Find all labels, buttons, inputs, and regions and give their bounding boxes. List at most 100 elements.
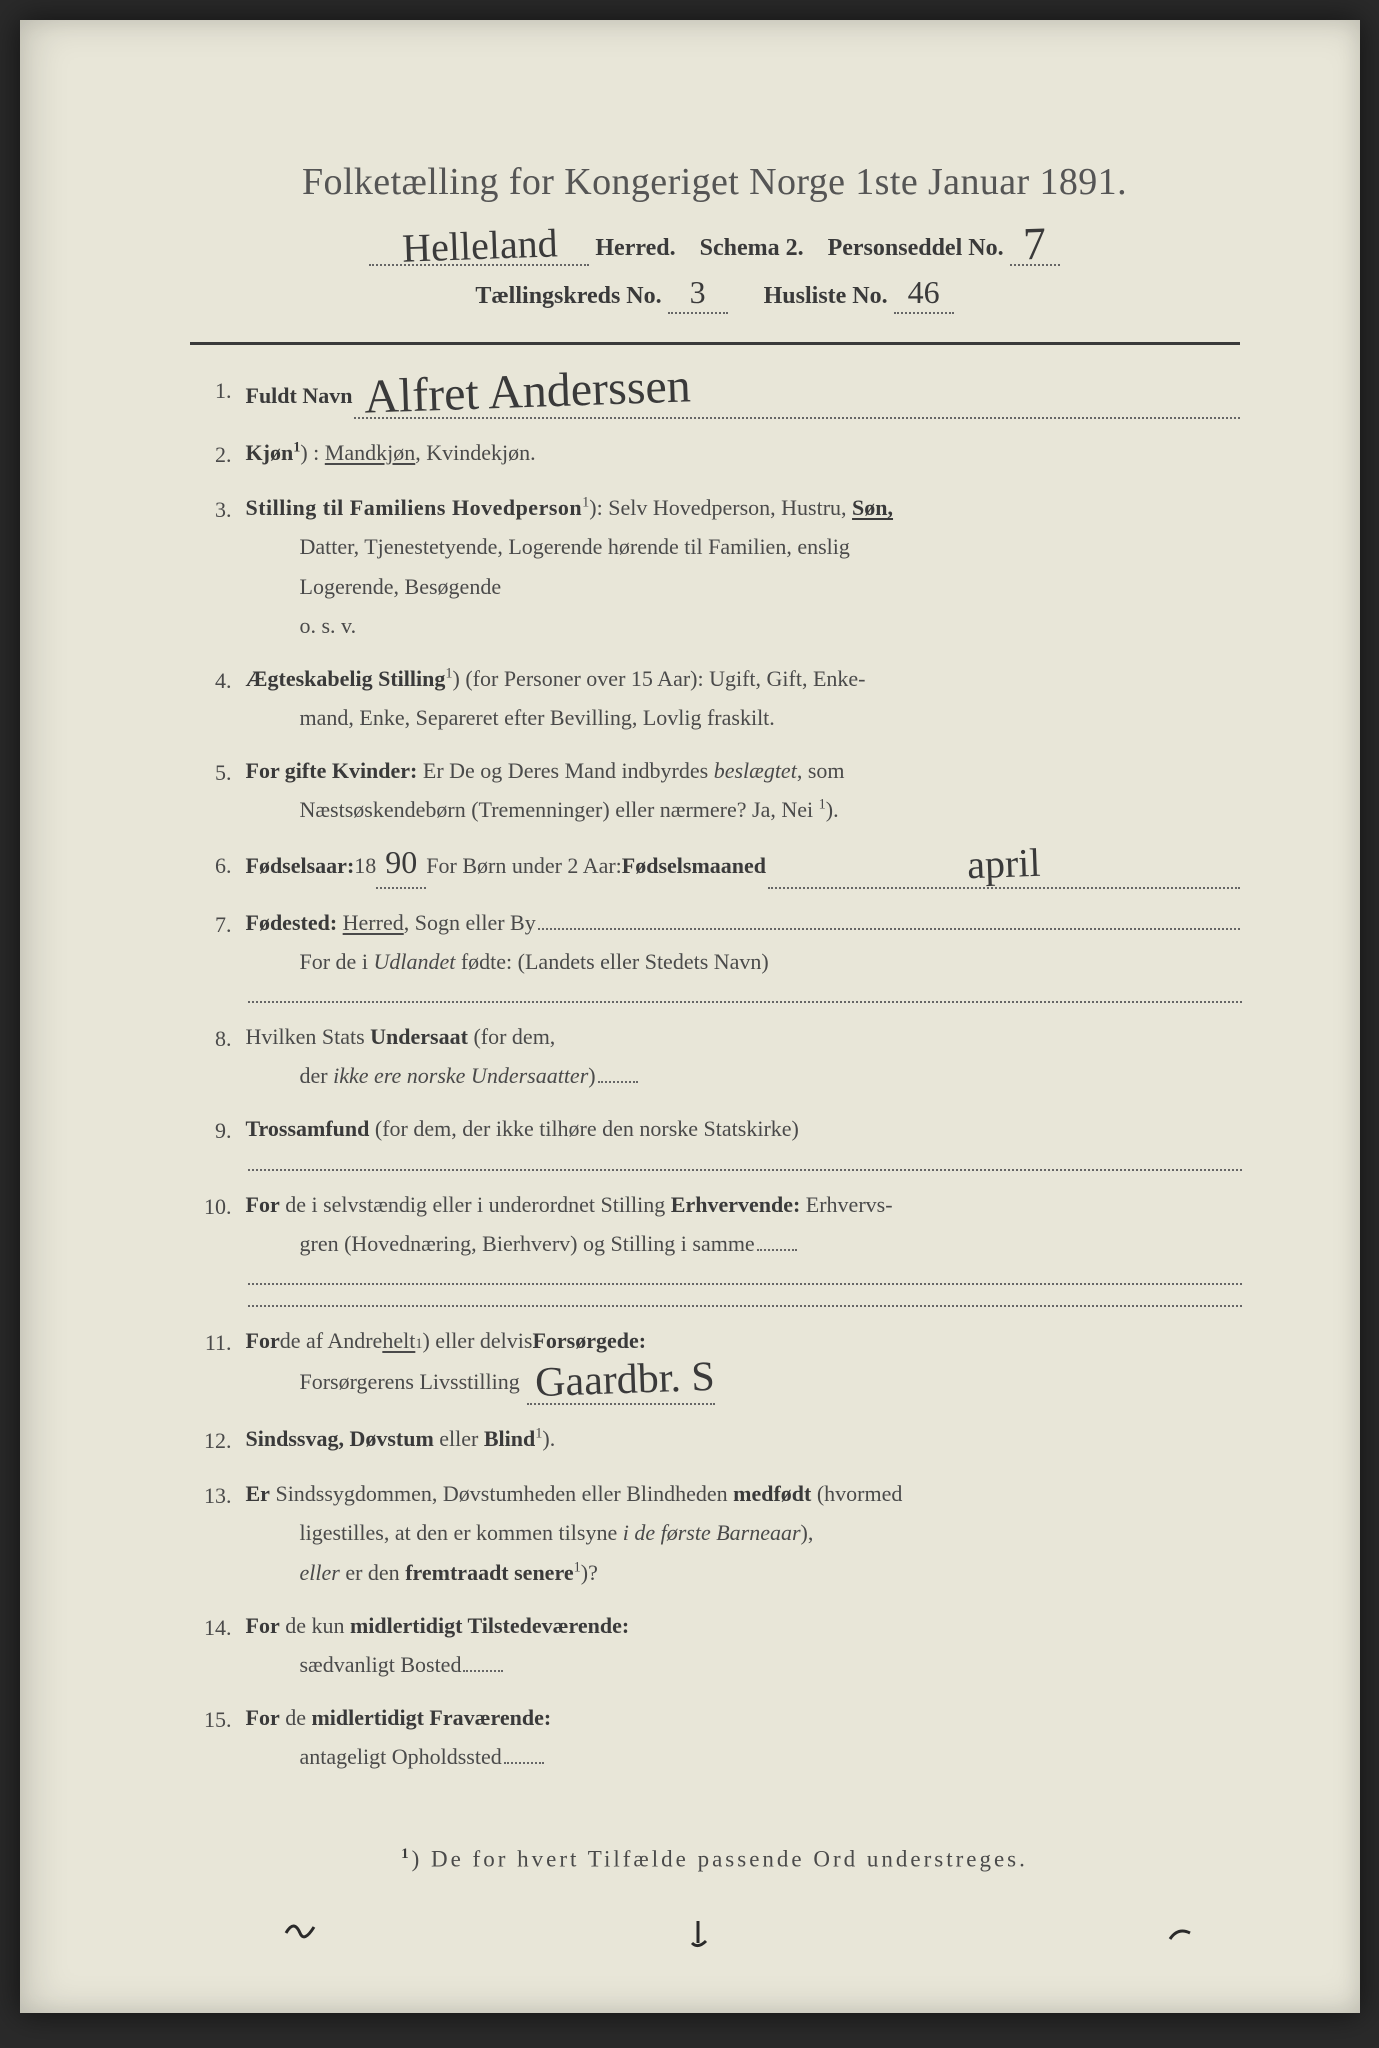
personseddel-no-handwritten: 7 xyxy=(1023,226,1047,264)
fullname-handwritten: Alfret Anderssen xyxy=(364,367,692,417)
form-title: Folketælling for Kongeriget Norge 1ste J… xyxy=(190,160,1240,204)
q15-line1b: de xyxy=(280,1705,312,1730)
q13-sup: 1 xyxy=(574,1559,581,1575)
question-14: 14. For de kun midlertidigt Tilstedevære… xyxy=(190,1606,1240,1684)
q13-line3d: )? xyxy=(581,1560,598,1585)
q10-line1c: Erhvervende: xyxy=(671,1192,801,1217)
q1-label: Fuldt Navn xyxy=(246,376,353,415)
question-6: 6. Fødselsaar: 18 90 For Børn under 2 Aar… xyxy=(190,844,1240,889)
schema-label: Schema 2. xyxy=(700,235,804,262)
taellingskreds-no-handwritten: 3 xyxy=(690,280,706,306)
q13-line2a: ligestilles, at den er kommen tilsyne xyxy=(300,1520,623,1545)
q7-label-b: , Sogn eller By xyxy=(404,903,536,942)
qnum-11: 11. xyxy=(190,1321,246,1362)
qnum-8: 8. xyxy=(190,1017,246,1058)
q14-line1b: de kun xyxy=(280,1613,350,1638)
qnum-9: 9. xyxy=(190,1109,246,1150)
footnote-text: ) De for hvert Tilfælde passende Ord und… xyxy=(412,1847,1028,1872)
qnum-2: 2. xyxy=(190,433,246,474)
q13-line1a: Er xyxy=(246,1481,270,1506)
qnum-13: 13. xyxy=(190,1474,246,1515)
q10-line2: gren (Hovednæring, Bierhverv) og Stillin… xyxy=(300,1231,755,1256)
q8-line2a: der xyxy=(300,1063,334,1088)
q7-herred-underlined: Herred xyxy=(343,903,404,942)
mark-icon xyxy=(680,1913,720,1953)
q13-line3c: fremtraadt senere xyxy=(405,1560,573,1585)
q14-line1c: midlertidigt Tilstedeværende: xyxy=(350,1613,629,1638)
q12-label: Sindssvag, Døvstum xyxy=(246,1426,434,1451)
q12-label2: Blind xyxy=(484,1426,535,1451)
q3-line4: o. s. v. xyxy=(246,606,1240,645)
question-4: 4. Ægteskabelig Stilling1) (for Personer… xyxy=(190,659,1240,737)
q2-sep: , xyxy=(415,440,421,465)
q3-son-underlined: Søn, xyxy=(852,495,893,520)
q13-line1b: Sindssygdommen, Døvstumheden eller Blind… xyxy=(270,1481,733,1506)
qnum-14: 14. xyxy=(190,1606,246,1647)
header-line-2: Helleland Herred. Schema 2. Personseddel… xyxy=(190,222,1240,266)
question-2: 2. Kjøn1) : Mandkjøn, Kvindekjøn. xyxy=(190,433,1240,474)
q2-opt-mandkjon: Mandkjøn xyxy=(325,440,415,465)
taellingskreds-label: Tællingskreds No. xyxy=(475,283,661,310)
question-list: 1. Fuldt Navn Alfret Anderssen 2. Kjøn1)… xyxy=(190,369,1240,1776)
question-15: 15. For de midlertidigt Fraværende: anta… xyxy=(190,1698,1240,1776)
q10-line1b: de i selvstændig eller i underordnet Sti… xyxy=(280,1192,671,1217)
q2-opt-kvindekjon: Kvindekjøn. xyxy=(426,440,535,465)
q5-line1b: Er De og Deres Mand indbyrdes xyxy=(417,758,713,783)
q13-line3a: eller xyxy=(300,1560,340,1585)
q4-line2: mand, Enke, Separeret efter Bevilling, L… xyxy=(246,698,1240,737)
q11-helt-underlined: helt xyxy=(382,1321,415,1360)
q3-line3: Logerende, Besøgende xyxy=(246,567,1240,606)
q2-label-a: Kjøn xyxy=(246,440,294,465)
q5-line2a: Næstsøskendebørn (Tremenninger) eller næ… xyxy=(300,797,819,822)
q6-label-b: For Børn under 2 Aar: xyxy=(426,846,622,885)
footnote-sup: 1 xyxy=(401,1846,411,1862)
form-header: Folketælling for Kongeriget Norge 1ste J… xyxy=(190,160,1240,314)
q13-line3b: er den xyxy=(340,1560,405,1585)
q13-line2c: ), xyxy=(801,1520,814,1545)
q9-label: Trossamfund xyxy=(246,1116,370,1141)
birthyear-handwritten: 90 xyxy=(385,850,417,876)
qnum-4: 4. xyxy=(190,659,246,700)
mark-icon xyxy=(1160,1913,1200,1953)
q7-label-a: Fødested: xyxy=(246,903,338,942)
question-5: 5. For gifte Kvinder: Er De og Deres Man… xyxy=(190,751,1240,829)
q6-label-c: Fødselsmaaned xyxy=(622,846,766,885)
question-8: 8. Hvilken Stats Undersaat (for dem, der… xyxy=(190,1017,1240,1095)
q13-line1c: medfødt xyxy=(733,1481,811,1506)
question-9: 9. Trossamfund (for dem, der ikke tilhør… xyxy=(190,1109,1240,1170)
qnum-6: 6. xyxy=(190,844,246,885)
qnum-10: 10. xyxy=(190,1185,246,1226)
q11-line1a: For xyxy=(246,1321,280,1360)
q12-rest: eller xyxy=(434,1426,484,1451)
q8-line2b: ikke ere norske Undersaatter xyxy=(333,1063,588,1088)
q6-label-a: Fødselsaar: xyxy=(246,846,355,885)
q3-line1b: ): Selv Hovedperson, Hustru, xyxy=(589,495,852,520)
forsorger-handwritten: Gaardbr. S xyxy=(535,1361,716,1401)
q5-line1d: , som xyxy=(797,758,845,783)
q7-line2b: Udlandet xyxy=(373,949,455,974)
q11-line1e: Forsørgede: xyxy=(532,1321,646,1360)
q14-line1a: For xyxy=(246,1613,280,1638)
q3-line2: Datter, Tjenestetyende, Logerende hørend… xyxy=(246,527,1240,566)
q6-prefix: 18 xyxy=(354,846,376,885)
question-12: 12. Sindssvag, Døvstum eller Blind1). xyxy=(190,1419,1240,1460)
birthmonth-handwritten: april xyxy=(967,846,1041,881)
q5-line2b: ). xyxy=(826,797,839,822)
q15-line1a: For xyxy=(246,1705,280,1730)
herred-label: Herred. xyxy=(595,235,675,262)
q11-sup: 1 xyxy=(415,1332,422,1357)
personseddel-label: Personseddel No. xyxy=(828,235,1004,262)
mark-icon xyxy=(280,1913,320,1953)
question-7: 7. Fødested: Herred, Sogn eller By For d… xyxy=(190,903,1240,1003)
husliste-label: Husliste No. xyxy=(764,283,888,310)
header-line-3: Tællingskreds No. 3 Husliste No. 46 xyxy=(190,280,1240,314)
q13-line2b: i de første Barneaar xyxy=(623,1520,801,1545)
qnum-3: 3. xyxy=(190,488,246,529)
q15-line2: antageligt Opholdssted xyxy=(300,1744,502,1769)
q7-line2a: For de i xyxy=(300,949,374,974)
q10-line1d: Erhvervs- xyxy=(800,1192,892,1217)
q5-line1c: beslægtet xyxy=(714,758,797,783)
q3-line1a: Stilling til Familiens Hovedperson xyxy=(246,495,583,520)
qnum-1: 1. xyxy=(190,369,246,410)
q5-line1a: For gifte Kvinder: xyxy=(246,758,418,783)
